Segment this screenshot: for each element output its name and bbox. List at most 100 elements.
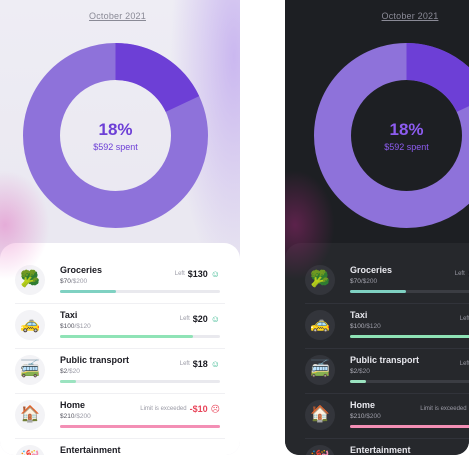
budget-progress-bar	[60, 290, 220, 293]
party-icon: 🎉	[15, 445, 45, 455]
spent-percent: 18%	[389, 119, 424, 139]
category-row-home[interactable]: 🏠 Home $210/$200 Limit is exceeded-$10☹	[15, 400, 225, 445]
party-icon: 🎉	[305, 445, 335, 455]
category-row-entertainment[interactable]: 🎉 Entertainment	[305, 445, 469, 455]
remaining-info: Left$20☺	[460, 314, 469, 324]
category-amounts: $70/$200	[60, 278, 87, 285]
remaining-caption: Limit is exceeded	[140, 406, 187, 412]
budget-progress-fill	[350, 425, 469, 428]
spent-value: $210	[60, 413, 75, 420]
row-divider	[305, 438, 469, 439]
broccoli-icon: 🥦	[15, 265, 45, 295]
remaining-value: -$10	[189, 404, 208, 414]
smile-face-icon: ☺	[210, 358, 220, 369]
row-divider	[305, 348, 469, 349]
spent-value: $100	[60, 323, 75, 330]
category-amounts: $2/$20	[60, 368, 80, 375]
remaining-info: Limit is exceeded-$10☹	[420, 404, 469, 414]
category-row-groceries[interactable]: 🥦 Groceries $70/$200 Left$130☺	[305, 265, 469, 310]
spent-value: $70	[60, 278, 71, 285]
categories-sheet: 🥦Groceries$70/$200Left$130☺🚕Taxi$100/$12…	[285, 243, 469, 455]
row-divider	[15, 438, 225, 439]
remaining-caption: Limit is exceeded	[420, 406, 467, 412]
category-amounts: $70/$200	[350, 278, 377, 285]
category-amounts: $100/$120	[60, 323, 91, 330]
category-name: Public transport	[60, 355, 130, 365]
remaining-caption: Left	[459, 361, 469, 367]
budget-progress-fill	[350, 335, 469, 338]
category-name: Home	[350, 400, 376, 410]
broccoli-icon: 🥦	[305, 265, 335, 295]
spent-amount: $592 spent	[384, 141, 429, 152]
row-divider	[15, 303, 225, 304]
house-icon: 🏠	[15, 400, 45, 430]
month-selector[interactable]: October 2021	[381, 11, 439, 21]
budget-value: /$200	[364, 413, 381, 420]
month-selector[interactable]: October 2021	[89, 11, 146, 21]
remaining-caption: Left	[454, 271, 465, 277]
remaining-value: $20	[192, 314, 208, 324]
dark-theme-screen: October 2021 18% $592 spent 🥦 Groceries $7…	[285, 0, 469, 455]
budget-value: /$200	[74, 413, 91, 420]
taxi-icon: 🚕	[305, 310, 335, 340]
smile-face-icon: ☺	[210, 313, 220, 324]
budget-progress-fill	[60, 380, 76, 383]
category-row-public-transport[interactable]: 🚎 Public transport $2/$20 Left$18☺	[15, 355, 225, 400]
remaining-info: Limit is exceeded-$10☹	[140, 404, 220, 414]
category-name: Entertainment	[350, 445, 411, 455]
budget-progress-bar	[60, 380, 220, 383]
remaining-info: Left$18☺	[180, 359, 220, 369]
category-row-public-transport[interactable]: 🚎 Public transport $2/$20 Left$18☺	[305, 355, 469, 400]
remaining-caption: Left	[174, 271, 185, 277]
budget-progress-bar	[350, 425, 469, 428]
row-divider	[305, 303, 469, 304]
budget-progress-fill	[350, 380, 366, 383]
remaining-info: Left$18☺	[460, 359, 469, 369]
house-icon: 🏠	[305, 400, 335, 430]
category-name: Groceries	[60, 265, 103, 275]
remaining-caption: Left	[459, 316, 469, 322]
remaining-value: $130	[187, 269, 208, 279]
budget-value: /$200	[70, 278, 88, 285]
category-amounts: $2/$20	[350, 368, 370, 375]
category-amounts: $100/$120	[350, 323, 381, 330]
row-divider	[15, 393, 225, 394]
spent-value: $210	[350, 413, 365, 420]
category-row-taxi[interactable]: 🚕 Taxi $100/$120 Left$20☺	[305, 310, 469, 355]
category-row-taxi[interactable]: 🚕 Taxi $100/$120 Left$20☺	[15, 310, 225, 355]
budget-value: /$20	[67, 368, 80, 375]
remaining-value: $130	[468, 269, 469, 279]
category-row-entertainment[interactable]: 🎉 Entertainment	[15, 445, 225, 455]
remaining-info: Left$20☺	[180, 314, 220, 324]
spent-value: $2	[60, 368, 68, 375]
budget-progress-fill	[60, 425, 220, 428]
spending-donut-chart: 18% $592 spent	[23, 43, 208, 228]
donut-svg	[23, 43, 208, 228]
spent-value: $70	[350, 278, 361, 285]
category-row-home[interactable]: 🏠 Home $210/$200 Limit is exceeded-$10☹	[305, 400, 469, 445]
category-row-groceries[interactable]: 🥦 Groceries $70/$200 Left$130☺	[15, 265, 225, 310]
remaining-caption: Left	[179, 361, 190, 367]
remaining-info: Left$130☺	[175, 269, 220, 279]
category-name: Home	[60, 400, 86, 410]
budget-progress-bar	[350, 290, 469, 293]
row-divider	[15, 348, 225, 349]
trolleybus-icon: 🚎	[15, 355, 45, 385]
budget-progress-fill	[350, 290, 406, 293]
budget-progress-fill	[60, 290, 116, 293]
spending-donut-chart: 18% $592 spent	[314, 43, 469, 228]
budget-progress-bar	[60, 425, 220, 428]
budget-value: /$20	[357, 368, 370, 375]
taxi-icon: 🚕	[15, 310, 45, 340]
budget-progress-bar	[60, 335, 220, 338]
category-name: Taxi	[60, 310, 78, 320]
category-amounts: $210/$200	[350, 413, 381, 420]
category-amounts: $210/$200	[60, 413, 91, 420]
remaining-info: Left$130☺	[455, 269, 469, 279]
light-theme-screen: October 2021 18% $592 spent 🥦 Groceries $7…	[0, 0, 240, 455]
spent-amount: $592 spent	[93, 141, 138, 152]
remaining-caption: Left	[179, 316, 190, 322]
budget-progress-bar	[350, 335, 469, 338]
budget-progress-fill	[60, 335, 193, 338]
category-name: Taxi	[350, 310, 368, 320]
